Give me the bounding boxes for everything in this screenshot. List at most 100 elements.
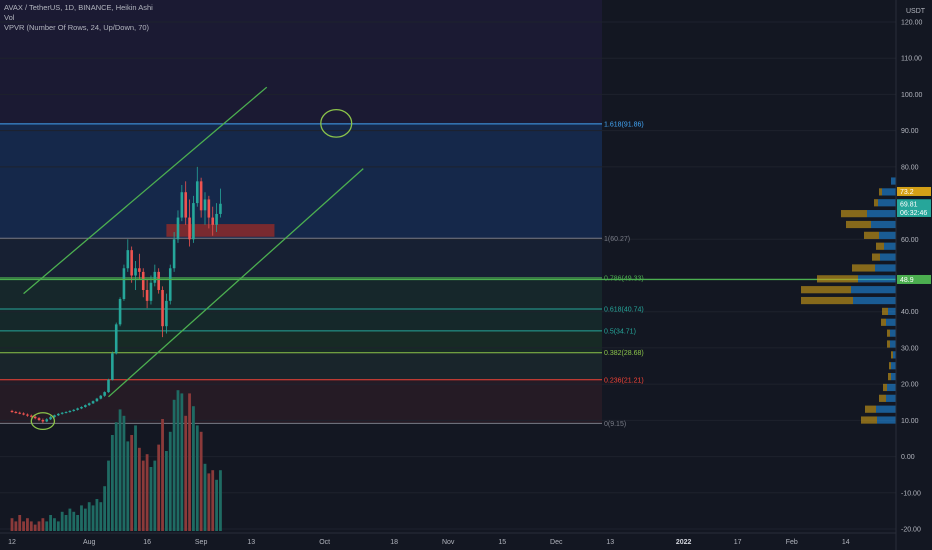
- fib-zone-382: [0, 352, 602, 380]
- volume-bar: [91, 505, 95, 531]
- volume-bar: [199, 431, 203, 531]
- legend-vpvr[interactable]: VPVR (Number Of Rows, 24, Up/Down, 70): [4, 23, 150, 32]
- candle-body: [219, 203, 222, 214]
- vpvr-down-bar: [817, 275, 858, 283]
- candle-body: [53, 415, 56, 418]
- candle-body: [22, 413, 25, 415]
- volume-bar: [56, 521, 60, 531]
- y-tick-label: 110.00: [901, 56, 922, 63]
- volume-bar: [14, 521, 18, 531]
- vpvr-up-bar: [891, 177, 896, 185]
- resistance-box[interactable]: [166, 224, 275, 237]
- volume-bar: [180, 393, 184, 531]
- volume-bar: [45, 521, 49, 531]
- y-tick-label: 90.00: [901, 128, 919, 135]
- vpvr-down-bar: [887, 329, 890, 337]
- candle-body: [84, 405, 87, 407]
- x-tick-label: Dec: [550, 539, 563, 546]
- y-tick-label: 80.00: [901, 164, 919, 171]
- candle-body: [168, 268, 172, 301]
- currency-label: USDT: [906, 8, 926, 15]
- fib-label: 1.618(91.86): [604, 121, 644, 128]
- candle-body: [14, 412, 18, 414]
- volume-bar: [68, 508, 72, 531]
- vpvr-down-bar: [889, 362, 891, 370]
- fib-zone-786: [0, 277, 602, 310]
- volume-bar: [76, 515, 80, 531]
- fib-zone-5: [0, 330, 602, 353]
- volume-bar: [165, 451, 168, 531]
- x-tick-label: 2022: [676, 539, 692, 546]
- fib-label: 0.382(28.68): [604, 350, 644, 357]
- volume-bar: [215, 479, 218, 531]
- volume-bar: [130, 435, 134, 531]
- vpvr-down-bar: [801, 286, 851, 294]
- vpvr-up-bar: [875, 264, 896, 272]
- candle-body: [126, 250, 130, 269]
- vpvr-down-bar: [876, 242, 884, 250]
- vpvr-down-bar: [887, 340, 890, 348]
- vpvr-up-bar: [867, 210, 896, 218]
- y-tick-label: 100.00: [901, 92, 923, 99]
- x-tick-label: Feb: [786, 539, 798, 546]
- candle-body: [114, 324, 118, 354]
- highlight-circle[interactable]: [30, 412, 56, 431]
- vpvr-down-bar: [852, 264, 875, 272]
- candle-body: [195, 181, 199, 204]
- channel-line[interactable]: [23, 86, 268, 295]
- vpvr-up-bar: [886, 318, 896, 326]
- candle-body: [10, 410, 14, 413]
- x-tick-label: 13: [247, 539, 255, 546]
- candle-body: [211, 217, 215, 225]
- vpvr-down-bar: [865, 405, 876, 413]
- vpvr-up-bar: [879, 231, 896, 239]
- volume-bar: [157, 444, 161, 531]
- fib-zone-1: [0, 238, 602, 278]
- price-label-text: 48.9: [900, 277, 914, 284]
- volume-bar: [95, 499, 99, 531]
- price-label-text: 73.2: [900, 189, 914, 196]
- candle-body: [41, 419, 45, 422]
- legend-symbol[interactable]: AVAX / TetherUS, 1D, BINANCE, Heikin Ash…: [4, 3, 153, 12]
- volume-bar: [172, 399, 176, 531]
- highlight-circle[interactable]: [320, 108, 353, 138]
- candle-body: [60, 412, 64, 414]
- volume-bar: [126, 441, 130, 531]
- volume-bar: [203, 463, 207, 531]
- candle-body: [184, 192, 187, 218]
- candle-body: [57, 413, 60, 416]
- volume-bar: [107, 460, 110, 531]
- volume-bar: [122, 415, 126, 531]
- price-label-box: [897, 199, 931, 209]
- fib-zone-1618: [0, 123, 602, 239]
- vpvr-up-bar: [876, 405, 896, 413]
- candle-body: [111, 353, 114, 380]
- channel-line[interactable]: [108, 168, 364, 398]
- volume-bar: [192, 406, 195, 531]
- vpvr-up-bar: [888, 307, 896, 316]
- fib-zone-top: [0, 0, 602, 124]
- candle-body: [138, 268, 141, 272]
- volume-bar: [87, 502, 91, 531]
- vpvr-up-bar: [890, 329, 896, 337]
- y-tick-label: 40.00: [901, 309, 919, 316]
- volume-bar: [149, 467, 153, 531]
- vpvr-up-bar: [878, 199, 896, 207]
- candle-body: [26, 414, 29, 416]
- legend-volume[interactable]: Vol: [4, 13, 15, 22]
- candle-body: [72, 409, 76, 411]
- volume-bar: [60, 511, 64, 531]
- fib-label: 0.618(40.74): [604, 307, 644, 314]
- candle-body: [141, 271, 145, 290]
- candle-body: [68, 410, 72, 413]
- volume-bar: [137, 447, 141, 531]
- volume-bar: [99, 502, 103, 531]
- x-tick-label: Sep: [195, 539, 208, 546]
- volume-bar: [114, 422, 118, 531]
- candle-body: [49, 417, 52, 420]
- vpvr-down-bar: [882, 307, 888, 316]
- candle-body: [188, 217, 191, 240]
- price-label-box: [897, 274, 931, 284]
